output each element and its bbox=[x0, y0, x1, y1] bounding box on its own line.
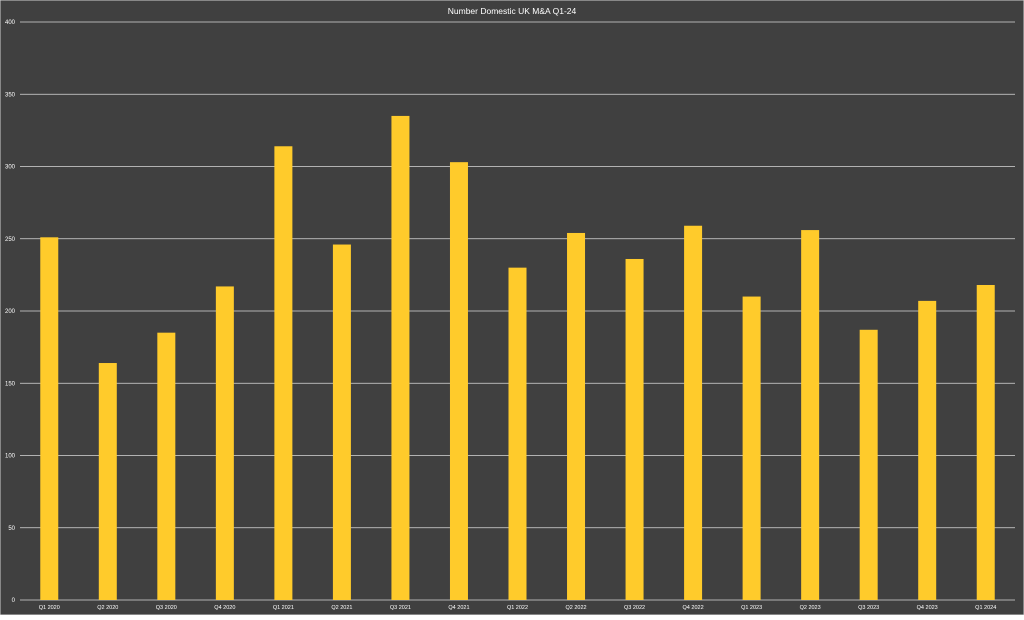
bar-q2-2021 bbox=[332, 244, 351, 600]
x-tick-label: Q4 2023 bbox=[917, 605, 938, 611]
bar-q4-2020 bbox=[215, 286, 234, 600]
bar-q1-2024 bbox=[976, 284, 995, 600]
bar-q1-2021 bbox=[274, 146, 293, 600]
bar-q3-2020 bbox=[157, 332, 176, 600]
y-tick-label: 100 bbox=[5, 454, 16, 460]
x-tick-label: Q3 2023 bbox=[858, 605, 879, 611]
gridlines bbox=[20, 21, 1015, 601]
bar-q4-2023 bbox=[918, 300, 937, 600]
y-tick-label: 350 bbox=[5, 92, 16, 98]
y-tick-label: 400 bbox=[5, 20, 16, 26]
bar-q4-2021 bbox=[449, 162, 468, 601]
y-tick-label: 200 bbox=[5, 309, 16, 315]
bar-q2-2023 bbox=[801, 230, 820, 600]
x-tick-label: Q1 2023 bbox=[741, 605, 762, 611]
x-tick-label: Q3 2020 bbox=[156, 605, 177, 611]
y-tick-label: 50 bbox=[8, 526, 15, 532]
bars bbox=[40, 115, 995, 601]
y-tick-label: 150 bbox=[5, 381, 16, 387]
bar-q4-2022 bbox=[684, 225, 703, 600]
x-tick-label: Q1 2022 bbox=[507, 605, 528, 611]
x-tick-label: Q2 2020 bbox=[97, 605, 118, 611]
x-tick-label: Q1 2020 bbox=[39, 605, 60, 611]
bar-q2-2020 bbox=[98, 363, 117, 600]
bar-q1-2022 bbox=[508, 267, 527, 600]
x-tick-label: Q3 2021 bbox=[390, 605, 411, 611]
x-tick-label: Q4 2022 bbox=[683, 605, 704, 611]
x-tick-label: Q4 2021 bbox=[448, 605, 469, 611]
y-tick-label: 0 bbox=[12, 598, 16, 604]
bar-q1-2023 bbox=[742, 296, 761, 600]
y-axis-tick-labels: 0 50 100 150 200 250 300 350 400 bbox=[5, 20, 16, 604]
x-tick-label: Q2 2022 bbox=[565, 605, 586, 611]
x-tick-label: Q2 2021 bbox=[331, 605, 352, 611]
bar-q3-2021 bbox=[391, 115, 410, 601]
bar-q3-2023 bbox=[859, 329, 878, 600]
x-tick-label: Q1 2024 bbox=[975, 605, 996, 611]
bar-q1-2020 bbox=[40, 237, 59, 600]
x-tick-label: Q2 2023 bbox=[800, 605, 821, 611]
bar-q3-2022 bbox=[625, 258, 644, 600]
y-tick-label: 250 bbox=[5, 237, 16, 243]
x-tick-label: Q4 2020 bbox=[214, 605, 235, 611]
bar-q2-2022 bbox=[567, 232, 586, 600]
y-tick-label: 300 bbox=[5, 165, 16, 171]
x-axis-tick-labels: Q1 2020 Q2 2020 Q3 2020 Q4 2020 Q1 2021 Q2 20… bbox=[39, 605, 997, 611]
x-tick-label: Q1 2021 bbox=[273, 605, 294, 611]
x-tick-label: Q3 2022 bbox=[624, 605, 645, 611]
chart-title: Number Domestic UK M&A Q1-24 bbox=[448, 6, 577, 16]
